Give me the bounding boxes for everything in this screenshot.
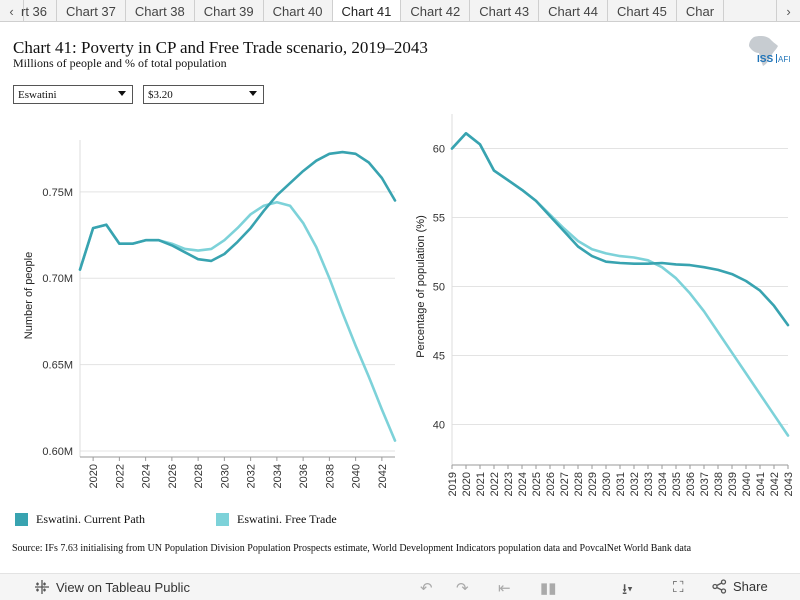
y-axis-title: Number of people bbox=[23, 252, 35, 339]
chart-title: Chart 41: Poverty in CP and Free Trade s… bbox=[13, 38, 428, 57]
legend-label-current-path: Eswatini. Current Path bbox=[36, 512, 145, 526]
poverty-line-dropdown-value: $3.20 bbox=[148, 88, 173, 101]
x-tick-label: 2028 bbox=[193, 464, 205, 488]
y-tick-label: 0.65M bbox=[42, 360, 73, 372]
x-tick-label: 2020 bbox=[461, 472, 473, 496]
x-tick-label: 2024 bbox=[517, 472, 529, 496]
x-tick-label: 2032 bbox=[246, 464, 258, 488]
x-tick-label: 2039 bbox=[727, 472, 739, 496]
x-tick-label: 2023 bbox=[503, 472, 515, 496]
fullscreen-icon[interactable]: ⛶ bbox=[673, 579, 684, 596]
x-tick-label: 2020 bbox=[88, 464, 100, 488]
legend-item-free-trade[interactable]: Eswatini. Free Trade bbox=[216, 512, 337, 527]
tab-chart-43[interactable]: Chart 43 bbox=[470, 0, 540, 21]
share-icon bbox=[712, 579, 727, 594]
x-tick-label: 2031 bbox=[615, 472, 627, 496]
svg-text:ISS: ISS bbox=[757, 54, 773, 65]
x-tick-label: 2033 bbox=[643, 472, 655, 496]
country-dropdown-value: Eswatini bbox=[18, 88, 57, 101]
x-tick-label: 2040 bbox=[741, 472, 753, 496]
x-tick-label: 2042 bbox=[377, 464, 389, 488]
x-tick-label: 2036 bbox=[685, 472, 697, 496]
x-tick-label: 2034 bbox=[657, 472, 669, 496]
series-line-current-path[interactable] bbox=[450, 132, 790, 327]
series-line-current-path[interactable] bbox=[78, 150, 397, 271]
chevron-down-icon bbox=[118, 91, 126, 96]
chevron-down-icon bbox=[249, 91, 257, 96]
legend-label-free-trade: Eswatini. Free Trade bbox=[237, 512, 337, 526]
tableau-logo-icon bbox=[35, 580, 49, 594]
tab-chart-39[interactable]: Chart 39 bbox=[195, 0, 264, 21]
legend-item-current-path[interactable]: Eswatini. Current Path bbox=[15, 512, 145, 527]
tab-chart-40[interactable]: Chart 40 bbox=[264, 0, 333, 21]
tab-scroll-right-icon[interactable]: › bbox=[776, 0, 800, 21]
x-tick-label: 2028 bbox=[573, 472, 585, 496]
y-tick-label: 50 bbox=[433, 282, 445, 294]
x-tick-label: 2037 bbox=[699, 472, 711, 496]
source-note: Source: IFs 7.63 initialising from UN Po… bbox=[12, 543, 692, 554]
x-tick-label: 2043 bbox=[783, 472, 795, 496]
y-tick-label: 55 bbox=[433, 213, 445, 225]
y-tick-label: 0.60M bbox=[42, 446, 73, 458]
x-tick-label: 2025 bbox=[531, 472, 543, 496]
x-tick-label: 2038 bbox=[713, 472, 725, 496]
chart-tab-strip: ‹ rt 36 Chart 37 Chart 38 Chart 39 Chart… bbox=[0, 0, 800, 22]
x-tick-label: 2032 bbox=[629, 472, 641, 496]
x-tick-label: 2036 bbox=[298, 464, 310, 488]
undo-icon[interactable]: ↶ bbox=[420, 580, 433, 597]
x-tick-label: 2022 bbox=[489, 472, 501, 496]
x-tick-label: 2022 bbox=[114, 464, 126, 488]
x-tick-label: 2027 bbox=[559, 472, 571, 496]
x-tick-label: 2041 bbox=[755, 472, 767, 496]
tab-chart-36[interactable]: rt 36 bbox=[12, 0, 58, 21]
share-label: Share bbox=[733, 579, 768, 594]
revert-icon[interactable]: ⇤ bbox=[498, 580, 511, 597]
tab-chart-44[interactable]: Chart 44 bbox=[539, 0, 609, 21]
y-tick-label: 40 bbox=[433, 420, 445, 432]
y-axis-title: Percentage of population (%) bbox=[415, 215, 427, 357]
tab-chart-41[interactable]: Chart 41 bbox=[332, 0, 402, 21]
view-on-tableau-public-link[interactable]: View on Tableau Public bbox=[34, 579, 190, 595]
y-tick-label: 45 bbox=[433, 351, 445, 363]
tab-chart-38[interactable]: Chart 38 bbox=[126, 0, 195, 21]
share-button[interactable]: Share bbox=[712, 579, 768, 594]
legend-swatch-free-trade bbox=[216, 513, 229, 526]
x-tick-label: 2035 bbox=[671, 472, 683, 496]
country-dropdown[interactable]: Eswatini bbox=[13, 85, 133, 104]
x-tick-label: 2034 bbox=[272, 464, 284, 488]
iss-afi-logo: ISS AFI bbox=[749, 36, 790, 66]
x-tick-label: 2030 bbox=[601, 472, 613, 496]
tab-scroll-left-icon[interactable]: ‹ bbox=[0, 0, 24, 21]
svg-text:AFI: AFI bbox=[778, 55, 790, 64]
y-tick-label: 60 bbox=[433, 144, 445, 156]
x-tick-label: 2024 bbox=[141, 464, 153, 488]
tableau-footer: View on Tableau Public ↶ ↷ ⇤ ▮▮ ⭳▾ ⛶ Sha… bbox=[0, 573, 800, 600]
x-tick-label: 2026 bbox=[545, 472, 557, 496]
chart-subtitle: Millions of people and % of total popula… bbox=[13, 56, 227, 70]
series-line-free-trade[interactable] bbox=[450, 132, 790, 437]
tab-chart-37[interactable]: Chart 37 bbox=[57, 0, 126, 21]
x-tick-label: 2030 bbox=[219, 464, 231, 488]
view-on-tableau-public-label: View on Tableau Public bbox=[56, 579, 190, 595]
x-tick-label: 2021 bbox=[475, 472, 487, 496]
legend-swatch-current-path bbox=[15, 513, 28, 526]
y-tick-label: 0.75M bbox=[42, 187, 73, 199]
redo-icon[interactable]: ↷ bbox=[456, 580, 469, 597]
download-icon[interactable]: ⭳▾ bbox=[622, 581, 633, 598]
x-tick-label: 2019 bbox=[447, 472, 459, 496]
x-tick-label: 2029 bbox=[587, 472, 599, 496]
y-tick-label: 0.70M bbox=[42, 273, 73, 285]
poverty-line-dropdown[interactable]: $3.20 bbox=[143, 85, 264, 104]
tab-chart-42[interactable]: Chart 42 bbox=[401, 0, 471, 21]
x-tick-label: 2038 bbox=[324, 464, 336, 488]
tab-chart-46[interactable]: Char bbox=[677, 0, 725, 21]
x-tick-label: 2026 bbox=[167, 464, 179, 488]
tab-chart-45[interactable]: Chart 45 bbox=[608, 0, 677, 21]
pause-icon[interactable]: ▮▮ bbox=[540, 580, 557, 597]
x-tick-label: 2042 bbox=[769, 472, 781, 496]
x-tick-label: 2040 bbox=[351, 464, 363, 488]
